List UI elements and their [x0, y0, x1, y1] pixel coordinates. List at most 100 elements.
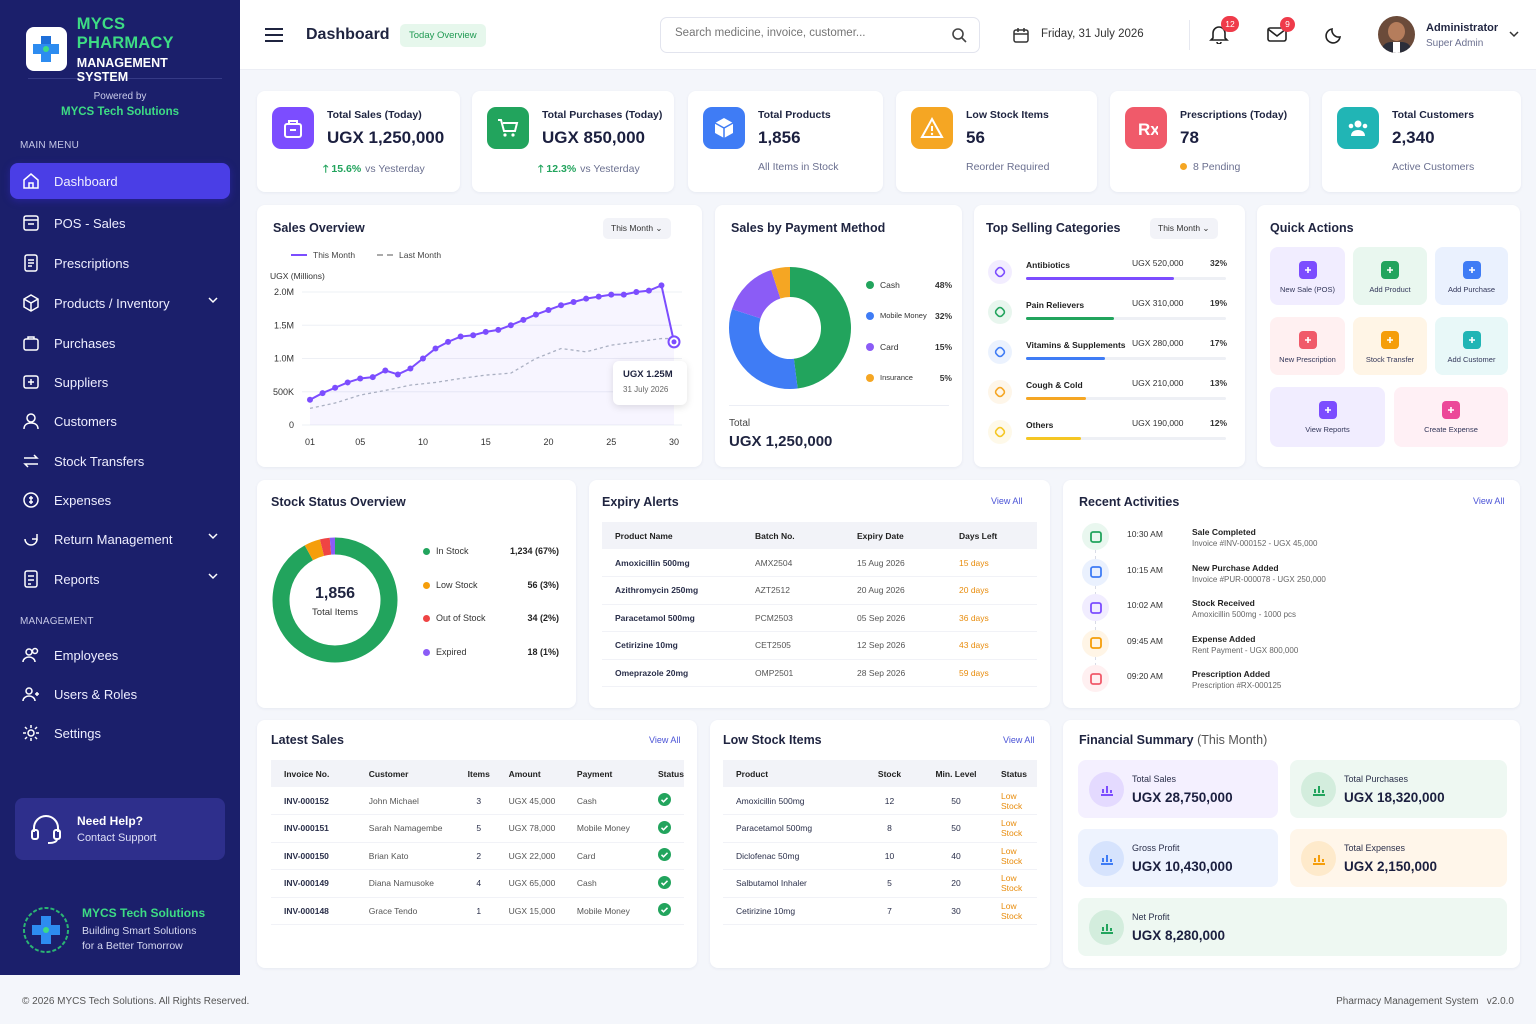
finance-icon	[1301, 772, 1336, 807]
table-cell: 4	[476, 878, 482, 889]
category-pct: 13%	[1209, 378, 1227, 388]
menu-icon[interactable]	[265, 27, 283, 43]
quick-action-add-customer[interactable]: Add Customer	[1435, 317, 1508, 375]
financial-gross-profit[interactable]: Gross Profit UGX 10,430,000	[1078, 829, 1278, 887]
low-stock-view-all[interactable]: View All	[1003, 735, 1035, 745]
kpi-card[interactable]: Rx Prescriptions (Today) 78 8 Pending	[1110, 91, 1309, 192]
category-name: Others	[1026, 420, 1054, 430]
sidebar-mgmt-settings[interactable]: Settings	[10, 715, 230, 751]
donut-slice[interactable]	[731, 269, 782, 320]
kpi-sub: All Items in Stock	[758, 161, 839, 173]
chevron-down-icon[interactable]	[208, 296, 218, 304]
table-cell: 3	[476, 795, 482, 806]
kpi-card[interactable]: Total Products 1,856 All Items in Stock	[688, 91, 883, 192]
x-tick-label: 15	[481, 437, 491, 447]
financial-total-purchases[interactable]: Total Purchases UGX 18,320,000	[1290, 760, 1507, 818]
quick-action-add-purchase[interactable]: Add Purchase	[1435, 247, 1508, 305]
donut-slice[interactable]	[304, 539, 325, 561]
table-cell: 8	[887, 823, 892, 834]
donut-slice[interactable]	[771, 267, 791, 299]
action-icon	[1298, 331, 1317, 349]
sidebar-mgmt-employees[interactable]: Employees	[10, 637, 230, 673]
table-row[interactable]: INV-000151 Sarah Namagembe 5 UGX 78,000 Mobi…	[271, 815, 684, 842]
table-row[interactable]: Amoxicillin 500mg AMX2504 15 Aug 2026 15 da…	[602, 549, 1037, 577]
top-categories-card: Top Selling Categories This Month ⌄ Anti…	[974, 205, 1245, 467]
table-row[interactable]: INV-000148 Grace Tendo 1 UGX 15,000 Mobile M…	[271, 897, 684, 925]
sales-period-select[interactable]: This Month ⌄	[603, 218, 671, 239]
table-cell: Low Stock	[1001, 900, 1023, 921]
sidebar-mgmt-users-roles[interactable]: Users & Roles	[10, 676, 230, 712]
quick-action-add-product[interactable]: Add Product	[1353, 247, 1427, 305]
category-bar	[1026, 277, 1226, 280]
kpi-card[interactable]: Low Stock Items 56 Reorder Required	[896, 91, 1097, 192]
sidebar-item-pos-sales[interactable]: POS - Sales	[10, 205, 230, 241]
sidebar-item-expenses[interactable]: Expenses	[10, 482, 230, 518]
kpi-card[interactable]: Total Sales (Today) UGX 1,250,000 🡑 15.6% v…	[257, 91, 460, 192]
moon-icon[interactable]	[1325, 26, 1343, 44]
latest-sales-view-all[interactable]: View All	[649, 735, 681, 745]
chevron-down-icon[interactable]	[208, 532, 218, 540]
table-row[interactable]: INV-000149 Diana Namusoke 4 UGX 65,000 Cash	[271, 870, 684, 897]
sidebar-item-suppliers[interactable]: Suppliers	[10, 364, 230, 400]
column-header: Batch No.	[742, 522, 844, 549]
search-input[interactable]	[675, 27, 935, 39]
sidebar-item-reports[interactable]: Reports	[10, 561, 230, 597]
financial-title: Financial Summary	[1079, 733, 1194, 747]
expiry-view-all[interactable]: View All	[991, 496, 1023, 506]
table-cell: 50	[951, 823, 961, 834]
table-row[interactable]: Azithromycin 250mg AZT2512 20 Aug 2026 20 d…	[602, 577, 1037, 604]
quick-action-view-reports[interactable]: View Reports	[1270, 387, 1385, 447]
table-row[interactable]: INV-000152 John Michael 3 UGX 45,000 Cash	[271, 787, 684, 815]
sidebar-item-purchases[interactable]: Purchases	[10, 325, 230, 361]
table-row[interactable]: Omeprazole 20mg OMP2501 28 Sep 2026 59 days	[602, 659, 1037, 687]
table-row[interactable]: Paracetamol 500mg PCM2503 05 Sep 2026 36 da…	[602, 604, 1037, 632]
categories-period-select[interactable]: This Month ⌄	[1150, 218, 1218, 239]
kpi-card[interactable]: Total Purchases (Today) UGX 850,000 🡑 12.3…	[472, 91, 674, 192]
donut-slice[interactable]	[319, 537, 332, 556]
donut-slice[interactable]	[272, 537, 398, 663]
chevron-down-icon[interactable]	[1509, 31, 1519, 38]
quick-action-create-expense[interactable]: Create Expense	[1394, 387, 1508, 447]
financial-total-sales[interactable]: Total Sales UGX 28,750,000	[1078, 760, 1278, 818]
sidebar-item-products-inventory[interactable]: Products / Inventory	[10, 285, 230, 321]
table-row[interactable]: Cetirizine 10mg 7 30 Low Stock	[723, 897, 1037, 925]
financial-net-profit[interactable]: Net Profit UGX 8,280,000	[1078, 898, 1507, 956]
donut-slice[interactable]	[789, 267, 851, 389]
quick-action-new-prescription[interactable]: New Prescription	[1270, 317, 1345, 375]
financial-total-expenses[interactable]: Total Expenses UGX 2,150,000	[1290, 829, 1507, 887]
table-row[interactable]: Amoxicillin 500mg 12 50 Low Stock	[723, 787, 1037, 815]
kpi-sub-text: vs Yesterday	[580, 163, 640, 175]
sidebar-item-dashboard[interactable]: Dashboard	[10, 163, 230, 199]
table-row[interactable]: INV-000150 Brian Kato 2 UGX 22,000 Card	[271, 842, 684, 870]
table-row[interactable]: Paracetamol 500mg 8 50 Low Stock	[723, 815, 1037, 842]
table-row[interactable]: Cetirizine 10mg CET2505 12 Sep 2026 43 days	[602, 632, 1037, 659]
notifications-button[interactable]: 12	[1209, 16, 1239, 46]
help-subtitle: Contact Support	[77, 832, 157, 844]
avatar[interactable]	[1378, 16, 1415, 53]
donut-slice[interactable]	[729, 309, 798, 389]
quick-action-new-sale-pos[interactable]: New Sale (POS)	[1270, 247, 1345, 305]
help-box[interactable]: Need Help? Contact Support	[15, 798, 225, 860]
footer-tagline-2: for a Better Tomorrow	[82, 940, 183, 952]
chevron-down-icon[interactable]	[208, 572, 218, 580]
table-row[interactable]: Salbutamol Inhaler 5 20 Low Stock	[723, 870, 1037, 897]
activity-title: Stock Received	[1192, 598, 1255, 608]
messages-button[interactable]: 9	[1267, 17, 1295, 47]
table-row[interactable]: Diclofenac 50mg 10 40 Low Stock	[723, 842, 1037, 870]
sidebar-item-stock-transfers[interactable]: Stock Transfers	[10, 443, 230, 479]
prescription-icon	[24, 254, 38, 272]
sidebar-item-customers[interactable]: Customers	[10, 403, 230, 439]
search-icon[interactable]	[952, 28, 967, 43]
sidebar-item-return-management[interactable]: Return Management	[10, 521, 230, 557]
check-icon	[658, 820, 671, 834]
search-box[interactable]	[660, 17, 980, 53]
kpi-change: 12.3%	[546, 163, 577, 175]
activities-view-all[interactable]: View All	[1473, 496, 1505, 506]
table-cell: AZT2512	[755, 585, 790, 596]
bag-icon	[23, 336, 39, 351]
quick-action-stock-transfer[interactable]: Stock Transfer	[1353, 317, 1427, 375]
sidebar-item-prescriptions[interactable]: Prescriptions	[10, 245, 230, 281]
table-cell: 43 days	[959, 640, 989, 651]
nav-label: Prescriptions	[54, 255, 130, 271]
kpi-card[interactable]: Total Customers 2,340 Active Customers	[1322, 91, 1521, 192]
